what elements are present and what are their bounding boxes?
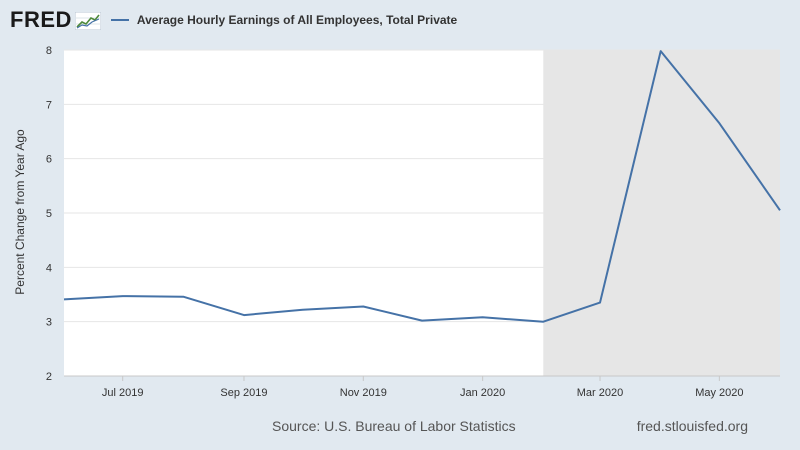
data-point[interactable] (300, 307, 306, 313)
x-tick-label: Sep 2019 (220, 387, 267, 399)
data-point[interactable] (241, 312, 247, 318)
y-tick-label: 5 (46, 208, 52, 220)
data-point[interactable] (360, 303, 366, 309)
legend-swatch (110, 19, 129, 21)
data-point[interactable] (419, 318, 425, 324)
y-tick-label: 2 (46, 371, 52, 383)
x-tick-label: Jan 2020 (460, 387, 505, 399)
y-tick-label: 7 (46, 99, 52, 111)
data-point[interactable] (716, 120, 722, 126)
chart-legend[interactable]: Average Hourly Earnings of All Employees… (110, 13, 458, 27)
y-tick-label: 6 (46, 154, 52, 166)
data-point[interactable] (597, 300, 603, 306)
fred-logo[interactable]: FRED (10, 7, 72, 32)
data-point[interactable] (540, 319, 546, 325)
series-line[interactable] (63, 50, 781, 323)
source-note: Source: U.S. Bureau of Labor Statistics (272, 418, 516, 434)
x-tick-label: Nov 2019 (340, 387, 387, 399)
data-point[interactable] (180, 294, 186, 300)
legend-label: Average Hourly Earnings of All Employees… (136, 13, 458, 27)
y-tick-label: 8 (46, 45, 52, 57)
x-tick-label: Jul 2019 (102, 387, 144, 399)
y-tick-label: 3 (46, 317, 52, 329)
x-tick-label: Mar 2020 (577, 387, 623, 399)
data-point[interactable] (61, 296, 67, 302)
data-point[interactable] (120, 293, 126, 299)
x-tick-label: May 2020 (695, 387, 743, 399)
data-point[interactable] (480, 314, 486, 320)
chart-header: FRED Average Hourly Earnings of All Empl… (10, 8, 457, 32)
y-tick-label: 4 (46, 262, 52, 274)
fred-logo-graph-icon (74, 11, 101, 30)
data-point[interactable] (658, 48, 664, 54)
data-point[interactable] (777, 207, 783, 213)
fred-url-link[interactable]: fred.stlouisfed.org (636, 418, 748, 434)
